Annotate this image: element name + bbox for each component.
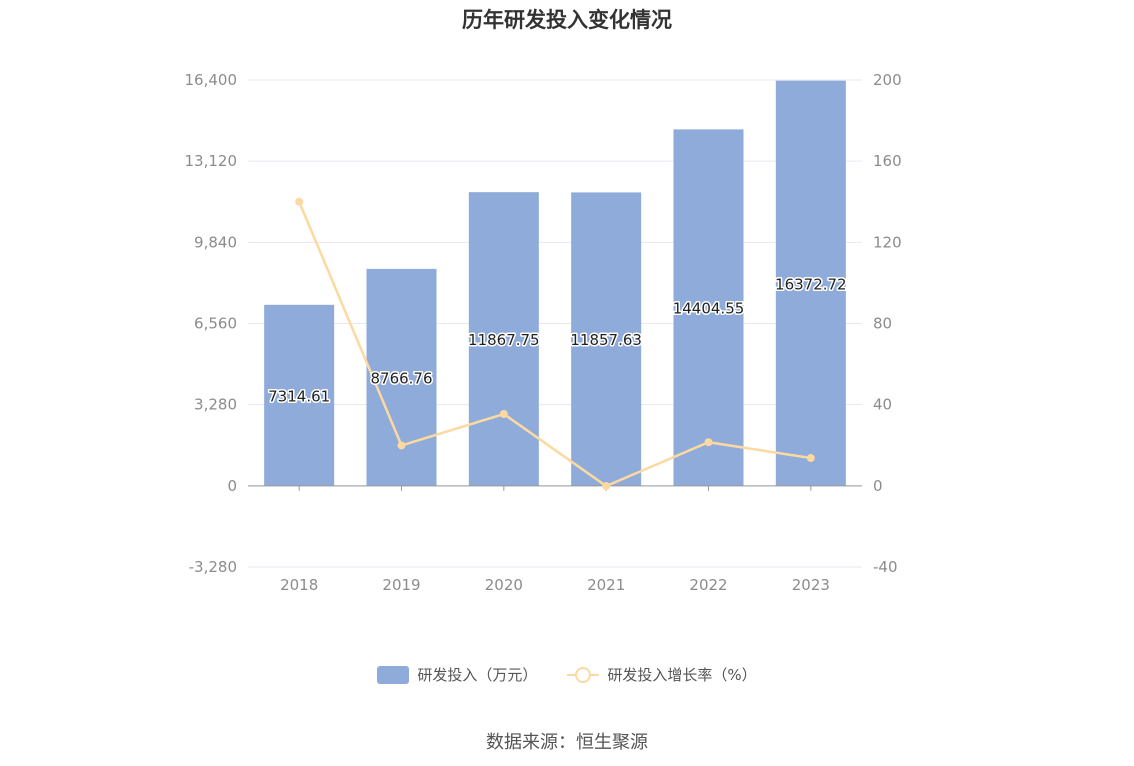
growth-point <box>806 454 815 463</box>
bar-data-label: 16372.72 <box>775 275 847 293</box>
bar-data-label: 8766.76 <box>370 369 432 387</box>
y-right-tick-label: 160 <box>873 152 902 170</box>
x-tick-label: 2019 <box>382 576 420 594</box>
bar <box>468 192 539 486</box>
growth-point <box>602 482 611 491</box>
data-source: 数据来源：恒生聚源 <box>486 732 648 753</box>
bar <box>673 129 744 486</box>
y-left-tick-label: -3,280 <box>189 558 237 576</box>
y-right-tick-label: 120 <box>873 233 902 251</box>
bar-data-label: 14404.55 <box>673 300 745 318</box>
growth-point <box>499 410 508 419</box>
bar-data-label: 11867.75 <box>468 331 540 349</box>
growth-point <box>295 197 304 206</box>
bar <box>264 304 335 486</box>
x-tick-label: 2020 <box>485 576 523 594</box>
x-tick-label: 2018 <box>280 576 318 594</box>
growth-line <box>298 201 812 488</box>
legend-item-line[interactable]: 研发投入增长率（%） <box>567 664 757 685</box>
y-right-tick-label: 80 <box>873 315 892 333</box>
legend: 研发投入（万元） 研发投入增长率（%） <box>0 664 1134 685</box>
bar <box>775 80 846 486</box>
x-tick-label: 2022 <box>689 576 727 594</box>
y-left-tick-label: 16,400 <box>185 71 238 89</box>
x-tick-label: 2023 <box>792 576 830 594</box>
legend-line-swatch <box>567 666 600 684</box>
legend-label-bar: 研发投入（万元） <box>417 666 538 684</box>
x-tick-label: 2021 <box>587 576 625 594</box>
y-right-tick-label: 0 <box>873 477 883 495</box>
y-left-tick-label: 9,840 <box>194 233 237 251</box>
y-right-tick-label: -40 <box>873 558 898 576</box>
bar <box>571 192 642 486</box>
legend-label-line: 研发投入增长率（%） <box>607 666 757 684</box>
y-right-tick-label: 200 <box>873 71 902 89</box>
y-right-tick-label: 40 <box>873 396 892 414</box>
bar <box>366 268 437 486</box>
y-left-tick-label: 3,280 <box>194 396 237 414</box>
y-left-tick-label: 6,560 <box>194 315 237 333</box>
y-left-tick-label: 13,120 <box>185 152 238 170</box>
legend-item-bar[interactable]: 研发投入（万元） <box>377 664 537 685</box>
growth-point <box>704 438 713 447</box>
chart-title: 历年研发投入变化情况 <box>462 8 672 32</box>
legend-bar-swatch <box>377 665 410 684</box>
bar-data-label: 11857.63 <box>570 331 642 349</box>
bar-data-label: 7314.61 <box>268 387 330 405</box>
y-left-tick-label: 0 <box>227 477 237 495</box>
growth-point <box>397 441 406 450</box>
